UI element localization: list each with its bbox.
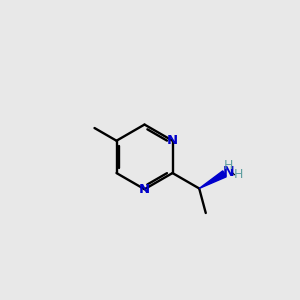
Text: N: N — [222, 165, 234, 179]
Text: N: N — [167, 134, 178, 147]
Polygon shape — [199, 171, 226, 188]
Text: H: H — [224, 159, 233, 172]
Text: N: N — [139, 183, 150, 196]
Text: H: H — [233, 168, 243, 181]
